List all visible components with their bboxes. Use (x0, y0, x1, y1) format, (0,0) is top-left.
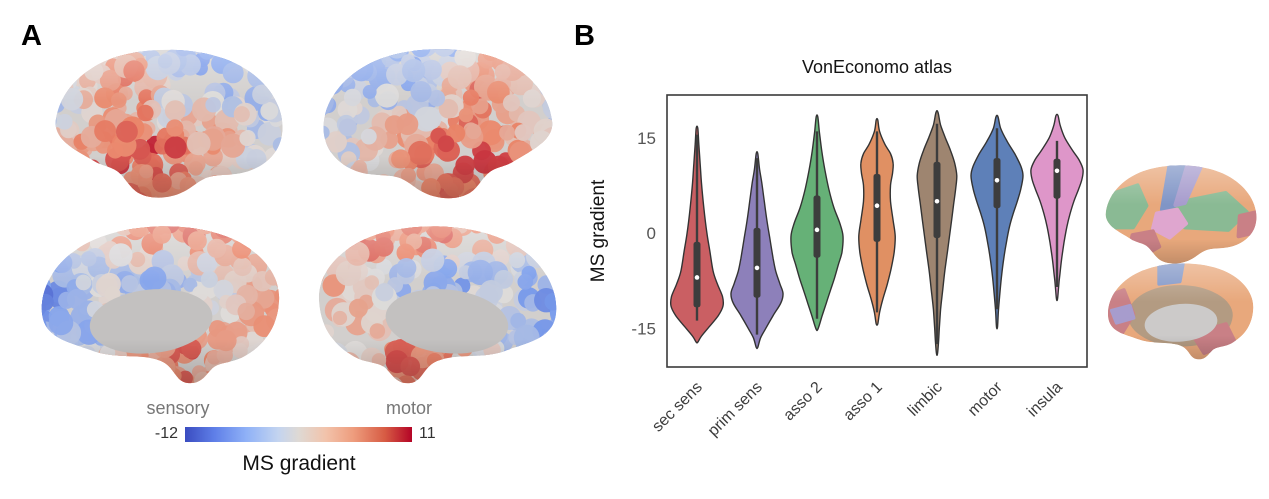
y-axis-label: MS gradient (588, 179, 609, 282)
brainTR-svg (323, 49, 553, 199)
brainBL-svg (41, 226, 280, 384)
colorbar-title: MS gradient (242, 452, 356, 475)
colorbar-max-value: 11 (419, 425, 436, 442)
plot-frame (666, 94, 1088, 368)
colorbar-left-label: sensory (146, 398, 210, 418)
brain-map-left-medial (32, 213, 290, 392)
x-tick-label-asso-2: asso 2 (780, 379, 825, 424)
brain-map-right-medial (308, 213, 566, 392)
median-dot-2 (814, 227, 820, 233)
iqr-box-5 (993, 158, 1001, 209)
x-tick-label-limbic: limbic (905, 379, 946, 420)
atlas-brain-lateral (1098, 155, 1264, 273)
atlasLateral-svg (1105, 165, 1257, 264)
brain-map-right-lateral (312, 38, 564, 208)
median-dot-4 (934, 198, 940, 204)
iqr-box-0 (693, 241, 701, 308)
y-tick-label: 15 (637, 129, 656, 148)
chart-title: VonEconomo atlas (802, 57, 952, 77)
x-tick-label-prim-sens: prim sens (705, 379, 766, 440)
x-tick-label-sec-sens: sec sens (649, 379, 706, 436)
median-dot-1 (754, 265, 760, 271)
x-tick-label-insula: insula (1024, 379, 1066, 421)
median-dot-3 (874, 203, 880, 208)
panel-a-label: A (21, 20, 42, 52)
iqr-box-1 (753, 227, 761, 298)
violin-chart: VonEconomo atlas MS gradient 15 0 -15 sec s… (588, 57, 1088, 440)
y-tick-label: -15 (631, 319, 656, 338)
colorbar-gradient (185, 427, 412, 442)
x-tick-label-motor: motor (965, 378, 1006, 419)
brainTL-svg (55, 49, 283, 198)
brain-map-left-lateral (44, 38, 294, 208)
median-dot-5 (994, 177, 1000, 183)
iqr-box-2 (813, 195, 821, 258)
colorbar-right-label: motor (385, 398, 432, 418)
iqr-box-6 (1053, 158, 1061, 199)
y-tick-label: 0 (647, 224, 656, 243)
brainBR-svg (318, 226, 557, 384)
atlas-brain-medial (1102, 256, 1260, 364)
atlasMedial-svg (1107, 263, 1254, 360)
x-tick-label-asso-1: asso 1 (840, 379, 885, 424)
panel-b-label: B (574, 20, 595, 52)
median-dot-0 (694, 275, 700, 280)
median-dot-6 (1054, 168, 1060, 174)
colorbar-min-value: -12 (154, 425, 178, 442)
